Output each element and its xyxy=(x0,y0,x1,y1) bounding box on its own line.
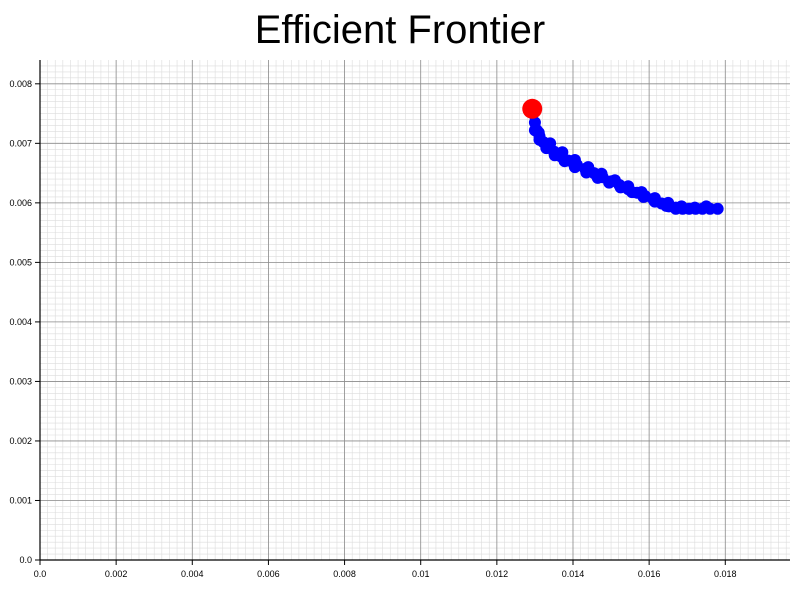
frontier-point xyxy=(582,161,595,174)
frontier-point xyxy=(532,126,545,139)
frontier-point xyxy=(556,146,569,159)
x-tick-label: 0.016 xyxy=(638,569,661,579)
x-tick-label: 0.008 xyxy=(333,569,356,579)
y-tick-label: 0.004 xyxy=(9,317,32,327)
frontier-point xyxy=(688,201,701,214)
x-tick-label: 0.004 xyxy=(181,569,204,579)
y-tick-label: 0.007 xyxy=(9,138,32,148)
frontier-point xyxy=(700,200,713,213)
x-tick-label: 0.014 xyxy=(562,569,585,579)
frontier-point xyxy=(608,174,621,187)
x-tick-label: 0.006 xyxy=(257,569,280,579)
frontier-point xyxy=(711,202,724,215)
x-tick-label: 0.018 xyxy=(714,569,737,579)
y-tick-label: 0.0 xyxy=(19,555,32,565)
frontier-point xyxy=(568,154,581,166)
x-tick-label: 0.01 xyxy=(412,569,430,579)
y-tick-label: 0.008 xyxy=(9,79,32,89)
frontier-point xyxy=(622,180,635,193)
frontier-point xyxy=(544,137,557,150)
y-tick-label: 0.006 xyxy=(9,198,32,208)
x-tick-label: 0.012 xyxy=(486,569,509,579)
y-tick-label: 0.005 xyxy=(9,257,32,267)
frontier-point xyxy=(662,196,675,209)
y-tick-label: 0.002 xyxy=(9,436,32,446)
frontier-point xyxy=(648,192,661,205)
frontier-point xyxy=(675,200,688,213)
axes xyxy=(35,60,790,565)
x-tick-label: 0.0 xyxy=(34,569,47,579)
y-tick-label: 0.001 xyxy=(9,495,32,505)
x-tick-label: 0.002 xyxy=(105,569,128,579)
frontier-point xyxy=(595,167,608,180)
optimal-portfolio-point xyxy=(522,98,543,119)
data-points xyxy=(522,98,724,215)
y-tick-label: 0.003 xyxy=(9,376,32,386)
frontier-point xyxy=(635,186,648,199)
minor-grid xyxy=(39,60,790,561)
chart-title: Efficient Frontier xyxy=(254,8,546,52)
tick-labels: 0.0 0.002 0.004 0.006 0.008 0.01 0.012 0.014 0.0… xyxy=(9,79,736,579)
